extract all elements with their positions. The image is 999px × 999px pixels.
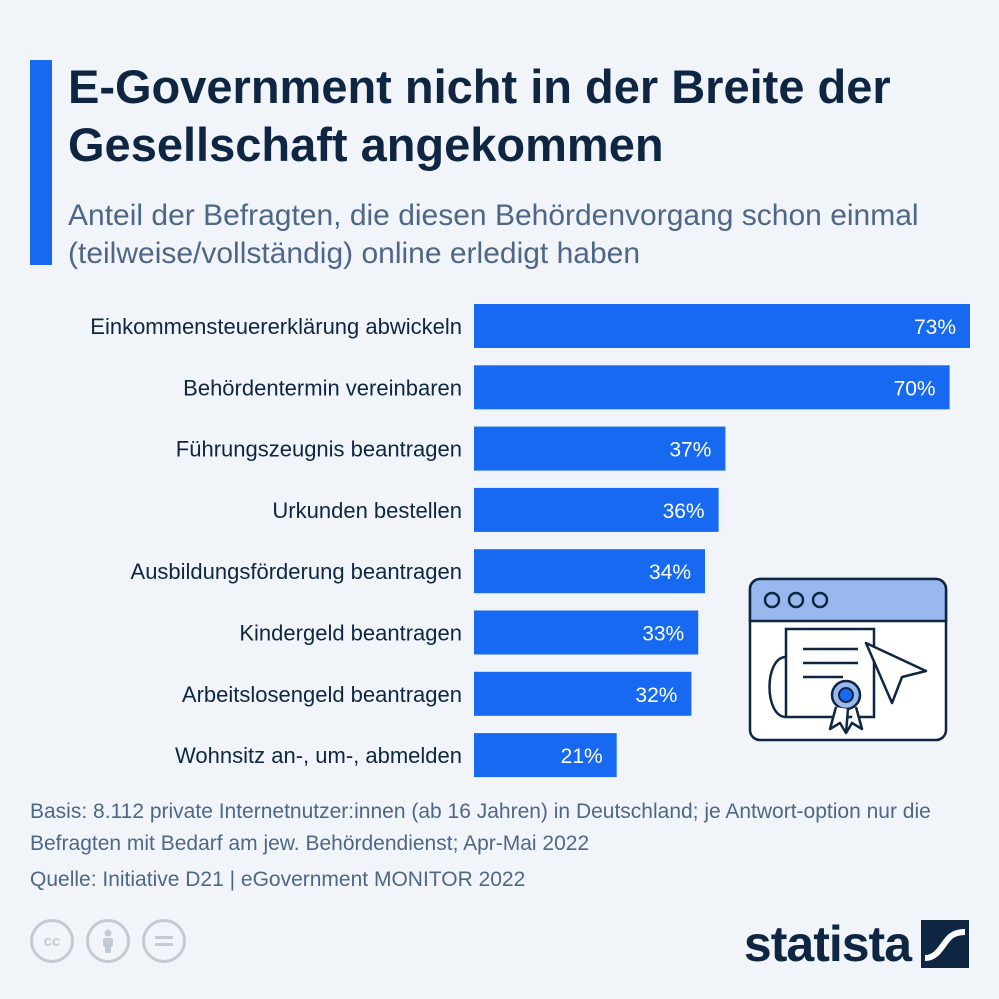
value-label: 37% <box>669 439 711 462</box>
bar <box>474 733 617 778</box>
category-label: Einkommensteuererklärung abwickeln <box>90 314 462 339</box>
nd-icon[interactable] <box>142 919 186 963</box>
bar <box>474 304 970 348</box>
value-label: 33% <box>642 623 684 646</box>
by-icon[interactable] <box>86 919 130 963</box>
cc-icon[interactable]: cc <box>30 919 74 963</box>
bar <box>474 426 726 471</box>
page-subtitle: Anteil der Befragten, die diesen Behörde… <box>68 199 919 270</box>
page-title: E-Government nicht in der Breite der Ges… <box>68 60 891 171</box>
value-label: 36% <box>663 500 705 523</box>
online-document-illustration <box>748 577 948 742</box>
value-label: 73% <box>914 316 956 339</box>
value-label: 70% <box>894 377 936 400</box>
brand-name: statista <box>743 916 912 972</box>
category-label: Kindergeld beantragen <box>239 621 462 646</box>
value-label: 34% <box>649 561 691 584</box>
value-label: 32% <box>635 684 677 707</box>
statista-logo-icon <box>921 920 969 968</box>
category-label: Führungszeugnis beantragen <box>176 437 462 462</box>
bar-chart: Einkommensteuererklärung abwickeln 73% Beh… <box>90 304 970 778</box>
bar <box>474 549 706 594</box>
bar <box>474 610 699 655</box>
category-label: Ausbildungsförderung beantragen <box>131 559 462 584</box>
title-accent-bar <box>30 60 52 265</box>
chart-notes: Basis: 8.112 private Internetnutzer:inne… <box>30 796 980 896</box>
source-note: Quelle: Initiative D21 | eGovernment MON… <box>30 868 526 891</box>
bar <box>474 487 719 532</box>
value-label: 21% <box>561 745 603 768</box>
category-label: Behördentermin vereinbaren <box>183 375 462 400</box>
license-icons: cc <box>30 919 186 963</box>
category-label: Arbeitslosengeld beantragen <box>182 682 462 707</box>
category-label: Wohnsitz an-, um-, abmelden <box>175 743 462 768</box>
basis-note: Basis: 8.112 private Internetnutzer:inne… <box>30 800 931 855</box>
category-label: Urkunden bestellen <box>272 498 462 523</box>
bar <box>474 365 950 410</box>
bar <box>474 671 692 716</box>
statista-logo[interactable]: statista <box>744 915 969 973</box>
